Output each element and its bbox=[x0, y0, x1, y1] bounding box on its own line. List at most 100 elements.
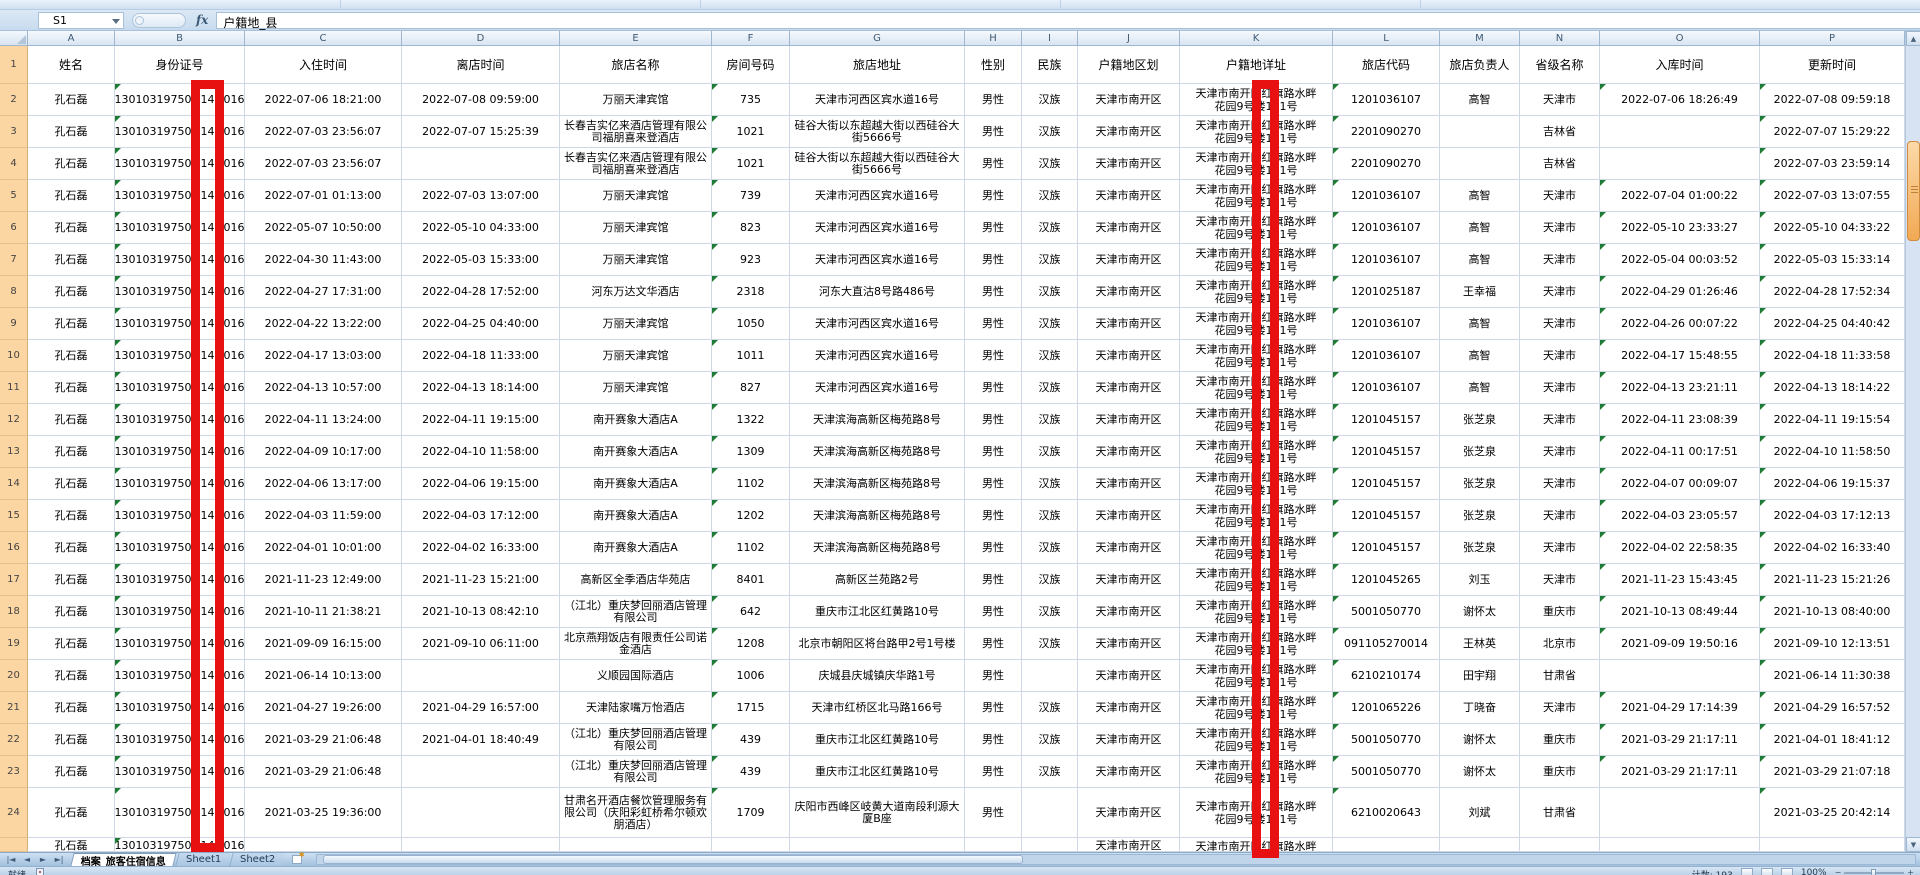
cell-name[interactable]: 孔石磊 bbox=[28, 596, 115, 628]
row-header[interactable]: 20 bbox=[0, 660, 28, 692]
cell-updated[interactable]: 2022-04-03 17:12:13 bbox=[1760, 500, 1905, 532]
row-header[interactable]: 4 bbox=[0, 148, 28, 180]
cell-address[interactable]: 天津市河西区宾水道16号 bbox=[790, 340, 965, 372]
cell-ethnic[interactable]: 汉族 bbox=[1022, 116, 1078, 148]
cell-name[interactable]: 孔石磊 bbox=[28, 660, 115, 692]
cell-ethnic[interactable]: 汉族 bbox=[1022, 436, 1078, 468]
cell-region[interactable]: 天津市南开区 bbox=[1078, 276, 1180, 308]
cell-checkin[interactable]: 2021-11-23 12:49:00 bbox=[245, 564, 402, 596]
cell-hotel_code[interactable]: 2201090270 bbox=[1333, 116, 1440, 148]
cell-room[interactable]: 8401 bbox=[712, 564, 790, 596]
cell-gender[interactable]: 男性 bbox=[965, 628, 1022, 660]
zoom-in-icon[interactable]: + bbox=[1907, 868, 1914, 875]
cell-region[interactable]: 天津市南开区 bbox=[1078, 436, 1180, 468]
cell-gender[interactable]: 男性 bbox=[965, 308, 1022, 340]
cell-room[interactable]: 1102 bbox=[712, 468, 790, 500]
cell-checkout[interactable] bbox=[402, 788, 560, 838]
cell-room[interactable]: 439 bbox=[712, 724, 790, 756]
cell-address[interactable]: 庆城县庆城镇庆华路1号 bbox=[790, 660, 965, 692]
cell-province[interactable]: 重庆市 bbox=[1520, 596, 1600, 628]
cell-checkout[interactable]: 2022-04-06 19:15:00 bbox=[402, 468, 560, 500]
cell-region[interactable]: 天津市南开区 bbox=[1078, 308, 1180, 340]
cell-updated[interactable]: 2021-09-10 12:13:51 bbox=[1760, 628, 1905, 660]
cell-stored[interactable]: 2022-04-11 23:08:39 bbox=[1600, 404, 1760, 436]
cell-updated[interactable]: 2021-04-29 16:57:52 bbox=[1760, 692, 1905, 724]
cell-updated[interactable]: 2021-11-23 15:21:26 bbox=[1760, 564, 1905, 596]
cell-name[interactable]: 孔石磊 bbox=[28, 276, 115, 308]
cell-name[interactable]: 孔石磊 bbox=[28, 788, 115, 838]
header-cell-room[interactable]: 房间号码 bbox=[712, 46, 790, 84]
zoom-slider[interactable]: − + bbox=[1835, 868, 1914, 875]
column-header-B[interactable]: B bbox=[115, 31, 245, 46]
cell-manager[interactable]: 田宇翔 bbox=[1440, 660, 1520, 692]
cell-stored[interactable] bbox=[1600, 116, 1760, 148]
column-header-O[interactable]: O bbox=[1600, 31, 1760, 46]
cell-manager[interactable]: 高智 bbox=[1440, 308, 1520, 340]
cell-hotel_code[interactable]: 1201025187 bbox=[1333, 276, 1440, 308]
page-break-view-icon[interactable] bbox=[1780, 868, 1793, 875]
cell-ethnic[interactable]: 汉族 bbox=[1022, 148, 1078, 180]
zoom-out-icon[interactable]: − bbox=[1834, 868, 1842, 875]
cell-ethnic[interactable]: 汉族 bbox=[1022, 628, 1078, 660]
row-header[interactable]: 23 bbox=[0, 756, 28, 788]
scroll-up-icon[interactable]: ▲ bbox=[1906, 31, 1920, 46]
cell-checkin[interactable]: 2021-03-25 19:36:00 bbox=[245, 788, 402, 838]
cell-hotel[interactable]: 南开赛象大酒店A bbox=[560, 532, 712, 564]
cell-hotel_code[interactable]: 2201090270 bbox=[1333, 148, 1440, 180]
cell-stored[interactable] bbox=[1600, 788, 1760, 838]
cell-stored[interactable]: 2022-04-07 00:09:07 bbox=[1600, 468, 1760, 500]
cell-address[interactable]: 天津市河西区宾水道16号 bbox=[790, 244, 965, 276]
cell-region[interactable]: 天津市南开区 bbox=[1078, 724, 1180, 756]
cell-stored[interactable]: 2021-11-23 15:43:45 bbox=[1600, 564, 1760, 596]
cell-checkin[interactable]: 2022-07-01 01:13:00 bbox=[245, 180, 402, 212]
cell-checkout[interactable]: 2022-07-07 15:25:39 bbox=[402, 116, 560, 148]
cell-stored[interactable]: 2022-04-26 00:07:22 bbox=[1600, 308, 1760, 340]
cell-name[interactable]: 孔石磊 bbox=[28, 372, 115, 404]
cell-gender[interactable]: 男性 bbox=[965, 212, 1022, 244]
cell-hotel[interactable]: 万丽天津宾馆 bbox=[560, 372, 712, 404]
cell-room[interactable]: 827 bbox=[712, 372, 790, 404]
cell-id[interactable]: 13010319750 14 016 bbox=[115, 756, 245, 788]
cell-updated[interactable]: 2021-06-14 11:30:38 bbox=[1760, 660, 1905, 692]
cell-name[interactable]: 孔石磊 bbox=[28, 180, 115, 212]
cell-gender[interactable]: 男性 bbox=[965, 468, 1022, 500]
cell-ethnic[interactable]: 汉族 bbox=[1022, 532, 1078, 564]
cell-province[interactable]: 天津市 bbox=[1520, 532, 1600, 564]
cell-hotel_code[interactable]: 1201036107 bbox=[1333, 340, 1440, 372]
cell-id[interactable]: 13010319750 14 016 bbox=[115, 116, 245, 148]
cell-checkin[interactable]: 2021-04-27 19:26:00 bbox=[245, 692, 402, 724]
cell-id[interactable]: 13010319750 14 016 bbox=[115, 532, 245, 564]
cell-gender[interactable]: 男性 bbox=[965, 596, 1022, 628]
cell-checkout[interactable]: 2021-04-01 18:40:49 bbox=[402, 724, 560, 756]
cell-ethnic[interactable]: 汉族 bbox=[1022, 564, 1078, 596]
cell-province[interactable]: 天津市 bbox=[1520, 212, 1600, 244]
column-header-A[interactable]: A bbox=[28, 31, 115, 46]
cell-region[interactable]: 天津市南开区 bbox=[1078, 838, 1180, 852]
cell-manager[interactable]: 刘斌 bbox=[1440, 788, 1520, 838]
cell-hotel_code[interactable]: 1201065226 bbox=[1333, 692, 1440, 724]
header-cell-province[interactable]: 省级名称 bbox=[1520, 46, 1600, 84]
row-header[interactable]: 10 bbox=[0, 340, 28, 372]
cell-region[interactable]: 天津市南开区 bbox=[1078, 692, 1180, 724]
cell-stored[interactable]: 2022-04-03 23:05:57 bbox=[1600, 500, 1760, 532]
cell-province[interactable]: 天津市 bbox=[1520, 180, 1600, 212]
cell-province[interactable]: 天津市 bbox=[1520, 340, 1600, 372]
cell-room[interactable]: 735 bbox=[712, 84, 790, 116]
cell-manager[interactable]: 谢怀太 bbox=[1440, 596, 1520, 628]
cell-gender[interactable]: 男性 bbox=[965, 436, 1022, 468]
column-header-F[interactable]: F bbox=[712, 31, 790, 46]
cell-address[interactable]: 天津市河西区宾水道16号 bbox=[790, 180, 965, 212]
cell-room[interactable]: 739 bbox=[712, 180, 790, 212]
cell-hotel[interactable]: 南开赛象大酒店A bbox=[560, 436, 712, 468]
cell-hotel_code[interactable]: 091105270014 bbox=[1333, 628, 1440, 660]
cell-manager[interactable] bbox=[1440, 838, 1520, 852]
column-header-K[interactable]: K bbox=[1180, 31, 1333, 46]
header-cell-name[interactable]: 姓名 bbox=[28, 46, 115, 84]
cell-hotel_code[interactable]: 5001050770 bbox=[1333, 596, 1440, 628]
cell-checkin[interactable]: 2022-07-03 23:56:07 bbox=[245, 116, 402, 148]
cell-region[interactable]: 天津市南开区 bbox=[1078, 564, 1180, 596]
column-header-H[interactable]: H bbox=[965, 31, 1022, 46]
cell-ethnic[interactable]: 汉族 bbox=[1022, 724, 1078, 756]
cell-address[interactable]: 高新区兰苑路2号 bbox=[790, 564, 965, 596]
row-header[interactable]: 12 bbox=[0, 404, 28, 436]
